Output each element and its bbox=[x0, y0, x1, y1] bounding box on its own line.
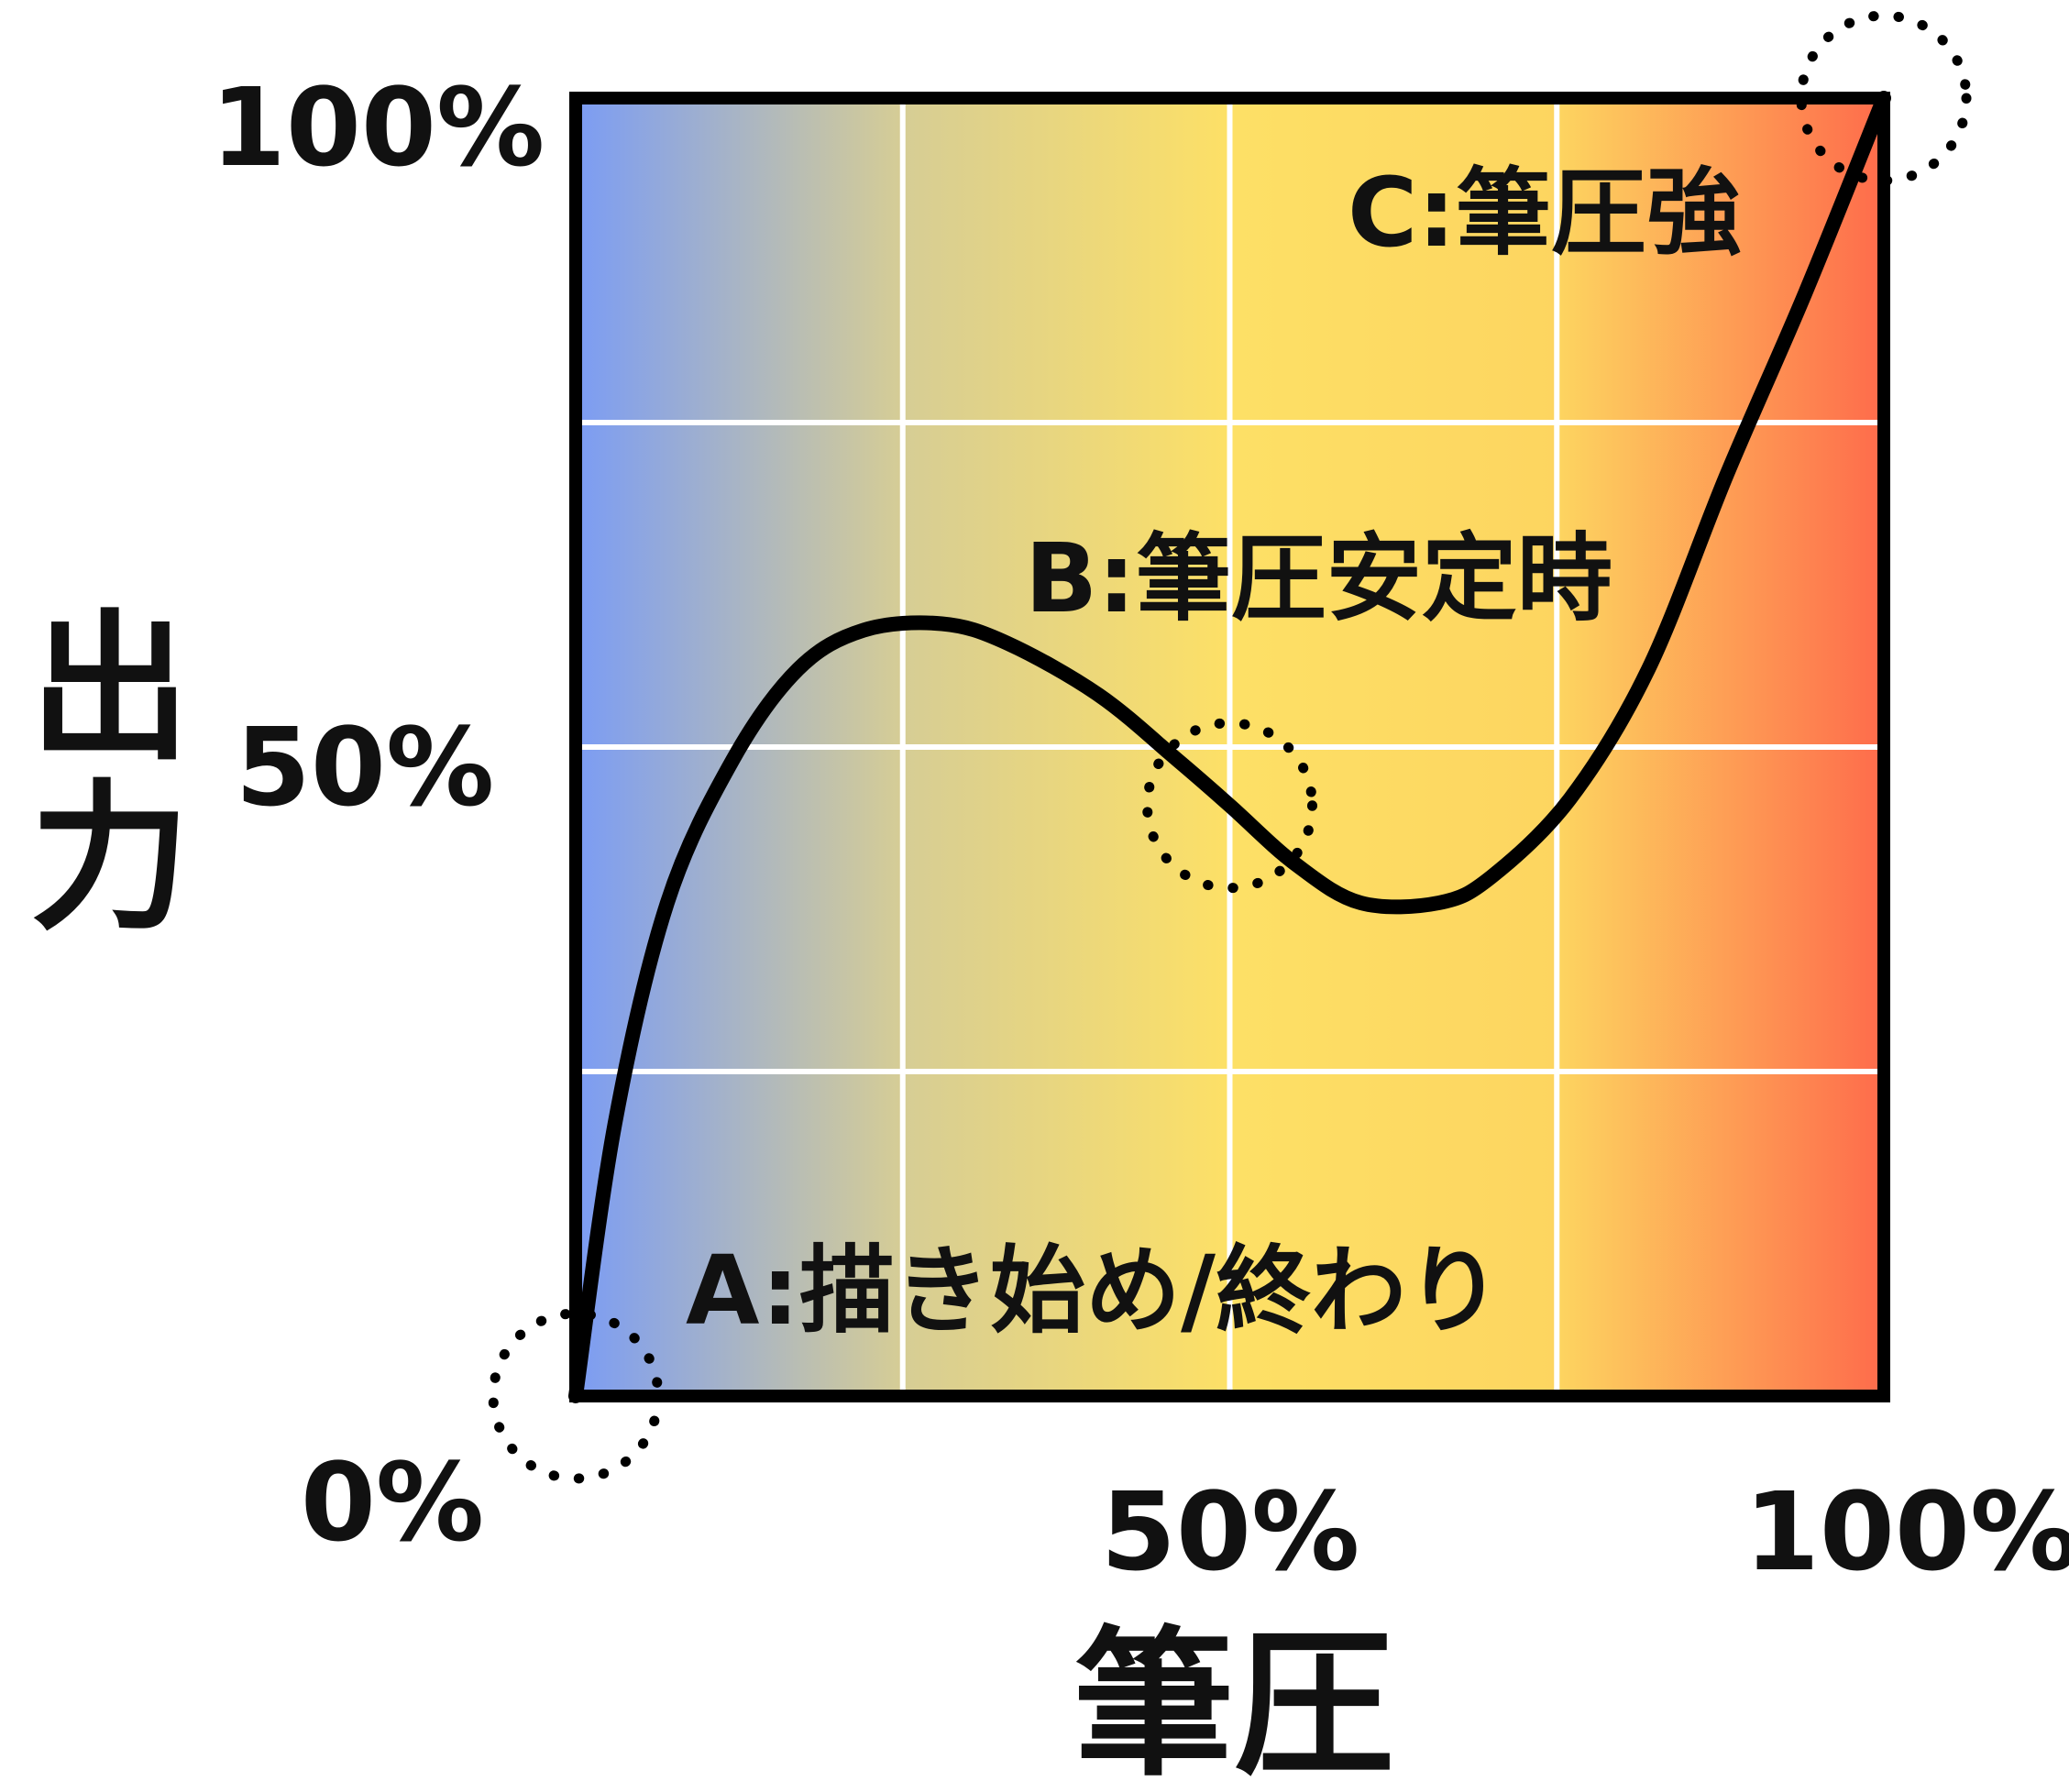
annotation-c-circle bbox=[1796, 10, 1972, 186]
x-tick-label: 100% bbox=[1744, 1468, 2069, 1595]
y-axis-title: 出力 bbox=[30, 597, 191, 952]
x-tick-label: 0% bbox=[301, 1439, 484, 1566]
annotation-b-label: B:筆圧安定時 bbox=[1025, 522, 1612, 634]
x-tick-label: 50% bbox=[1101, 1468, 1359, 1595]
annotation-a-circle bbox=[488, 1308, 664, 1484]
annotation-a-label: A:描き始め/終わり bbox=[686, 1235, 1502, 1347]
y-tick-label: 100% bbox=[211, 64, 545, 191]
plot-frame bbox=[569, 92, 1890, 1402]
y-tick-label: 50% bbox=[236, 704, 494, 830]
annotation-b-circle bbox=[1142, 718, 1317, 894]
series-line-0 bbox=[568, 91, 1891, 1403]
x-axis-title: 筆圧 bbox=[1073, 1612, 1394, 1788]
annotation-c-label: C:筆圧強 bbox=[1348, 157, 1742, 269]
